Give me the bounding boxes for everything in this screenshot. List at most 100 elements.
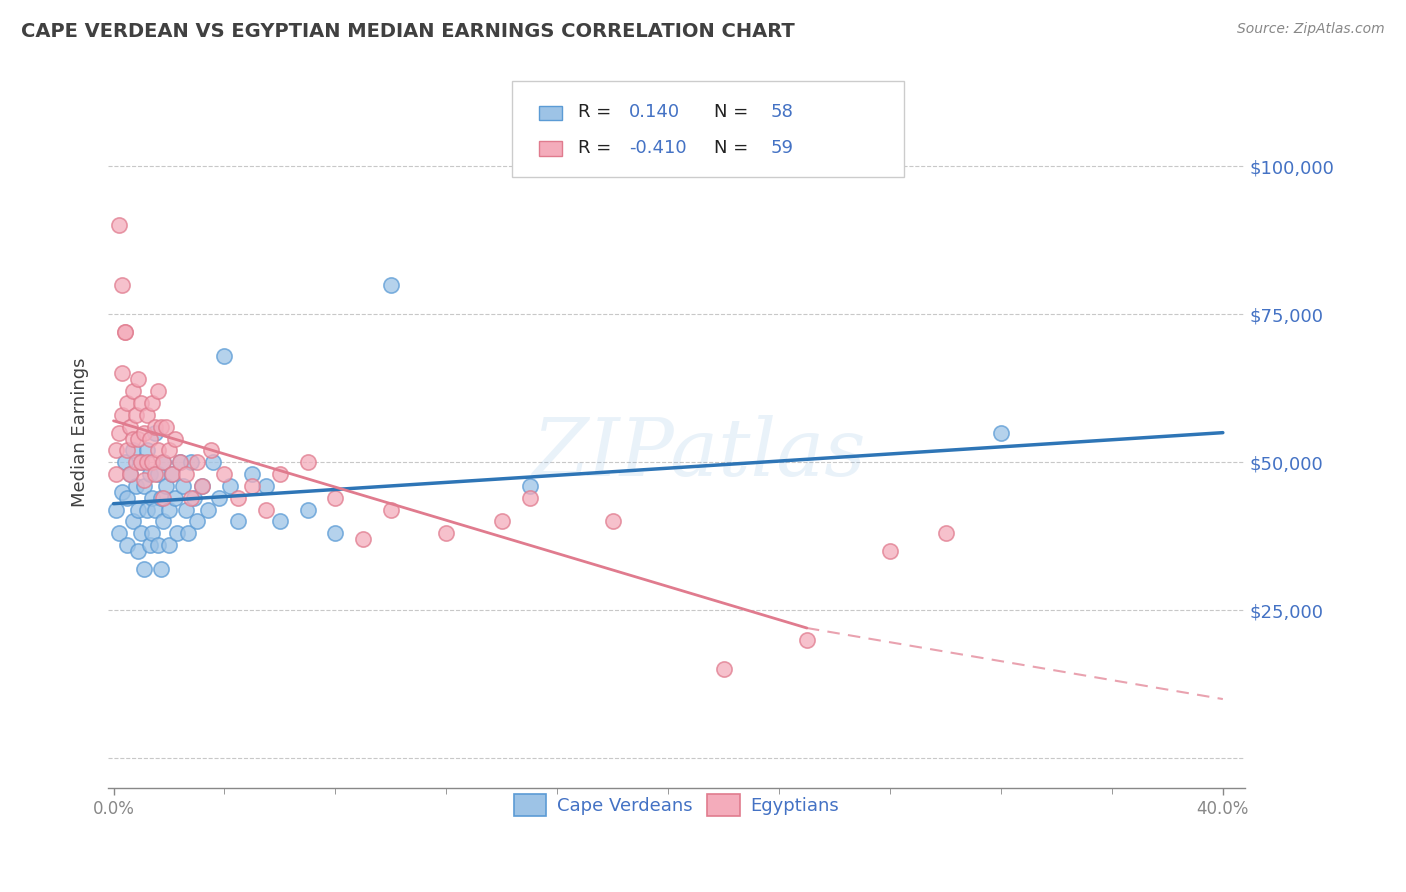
Point: [214, 467, 236, 481]
Point: [219, 479, 242, 493]
Point: [240, 479, 263, 493]
Point: [519, 491, 541, 505]
Point: [519, 479, 541, 493]
Point: [125, 479, 148, 493]
Point: [191, 479, 214, 493]
Point: [240, 467, 263, 481]
Point: [149, 491, 172, 505]
Point: [105, 502, 128, 516]
Text: Source: ZipAtlas.com: Source: ZipAtlas.com: [1237, 22, 1385, 37]
Point: [120, 467, 142, 481]
Point: [105, 443, 128, 458]
Point: [380, 277, 402, 292]
Point: [990, 425, 1012, 440]
Point: [157, 502, 180, 516]
Point: [141, 396, 163, 410]
Point: [157, 538, 180, 552]
Point: [166, 526, 188, 541]
Point: [122, 515, 145, 529]
Point: [128, 544, 150, 558]
Point: [602, 515, 624, 529]
Point: [180, 455, 202, 469]
Point: [117, 396, 139, 410]
Point: [114, 325, 136, 339]
Point: [146, 467, 169, 481]
Point: [228, 515, 250, 529]
Point: [143, 502, 166, 516]
Point: [180, 491, 202, 505]
Point: [138, 538, 160, 552]
Point: [380, 502, 402, 516]
Y-axis label: Median Earnings: Median Earnings: [72, 358, 89, 508]
Text: ZIPatlas: ZIPatlas: [533, 415, 866, 492]
Text: R =: R =: [578, 103, 617, 121]
Point: [135, 443, 157, 458]
Point: [879, 544, 901, 558]
Point: [105, 467, 128, 481]
Point: [186, 455, 208, 469]
Point: [186, 515, 208, 529]
Text: 0.140: 0.140: [628, 103, 681, 121]
Point: [138, 432, 160, 446]
Point: [200, 443, 222, 458]
Point: [197, 502, 219, 516]
Point: [152, 455, 174, 469]
Point: [155, 419, 177, 434]
Point: [120, 467, 142, 481]
Point: [434, 526, 457, 541]
Point: [129, 526, 152, 541]
Point: [174, 502, 197, 516]
Point: [269, 515, 291, 529]
Point: [125, 455, 148, 469]
Point: [352, 533, 374, 547]
Point: [129, 455, 152, 469]
Point: [157, 443, 180, 458]
Text: N =: N =: [714, 103, 754, 121]
Point: [491, 515, 513, 529]
Point: [269, 467, 291, 481]
Point: [117, 538, 139, 552]
Point: [149, 419, 172, 434]
Point: [122, 443, 145, 458]
Point: [155, 479, 177, 493]
Point: [177, 526, 200, 541]
Point: [169, 455, 191, 469]
Point: [138, 467, 160, 481]
Point: [129, 455, 152, 469]
FancyBboxPatch shape: [538, 141, 561, 155]
Point: [214, 349, 236, 363]
Point: [152, 491, 174, 505]
Point: [114, 455, 136, 469]
Point: [191, 479, 214, 493]
Point: [152, 515, 174, 529]
Text: 59: 59: [770, 139, 794, 157]
Point: [149, 562, 172, 576]
Point: [163, 432, 186, 446]
Point: [111, 367, 134, 381]
FancyBboxPatch shape: [538, 106, 561, 120]
Point: [254, 479, 277, 493]
Point: [208, 491, 231, 505]
Legend: Cape Verdeans, Egyptians: Cape Verdeans, Egyptians: [505, 785, 848, 825]
Point: [117, 491, 139, 505]
Point: [202, 455, 225, 469]
Point: [128, 432, 150, 446]
Point: [114, 325, 136, 339]
Point: [128, 502, 150, 516]
Point: [146, 384, 169, 399]
Point: [143, 425, 166, 440]
Point: [254, 502, 277, 516]
Point: [108, 425, 131, 440]
Text: R =: R =: [578, 139, 617, 157]
FancyBboxPatch shape: [512, 81, 904, 177]
Point: [141, 455, 163, 469]
Point: [132, 562, 155, 576]
Point: [146, 443, 169, 458]
Point: [108, 219, 131, 233]
Point: [111, 408, 134, 422]
Point: [143, 419, 166, 434]
Point: [146, 538, 169, 552]
Point: [141, 491, 163, 505]
Point: [132, 473, 155, 487]
Point: [172, 479, 194, 493]
